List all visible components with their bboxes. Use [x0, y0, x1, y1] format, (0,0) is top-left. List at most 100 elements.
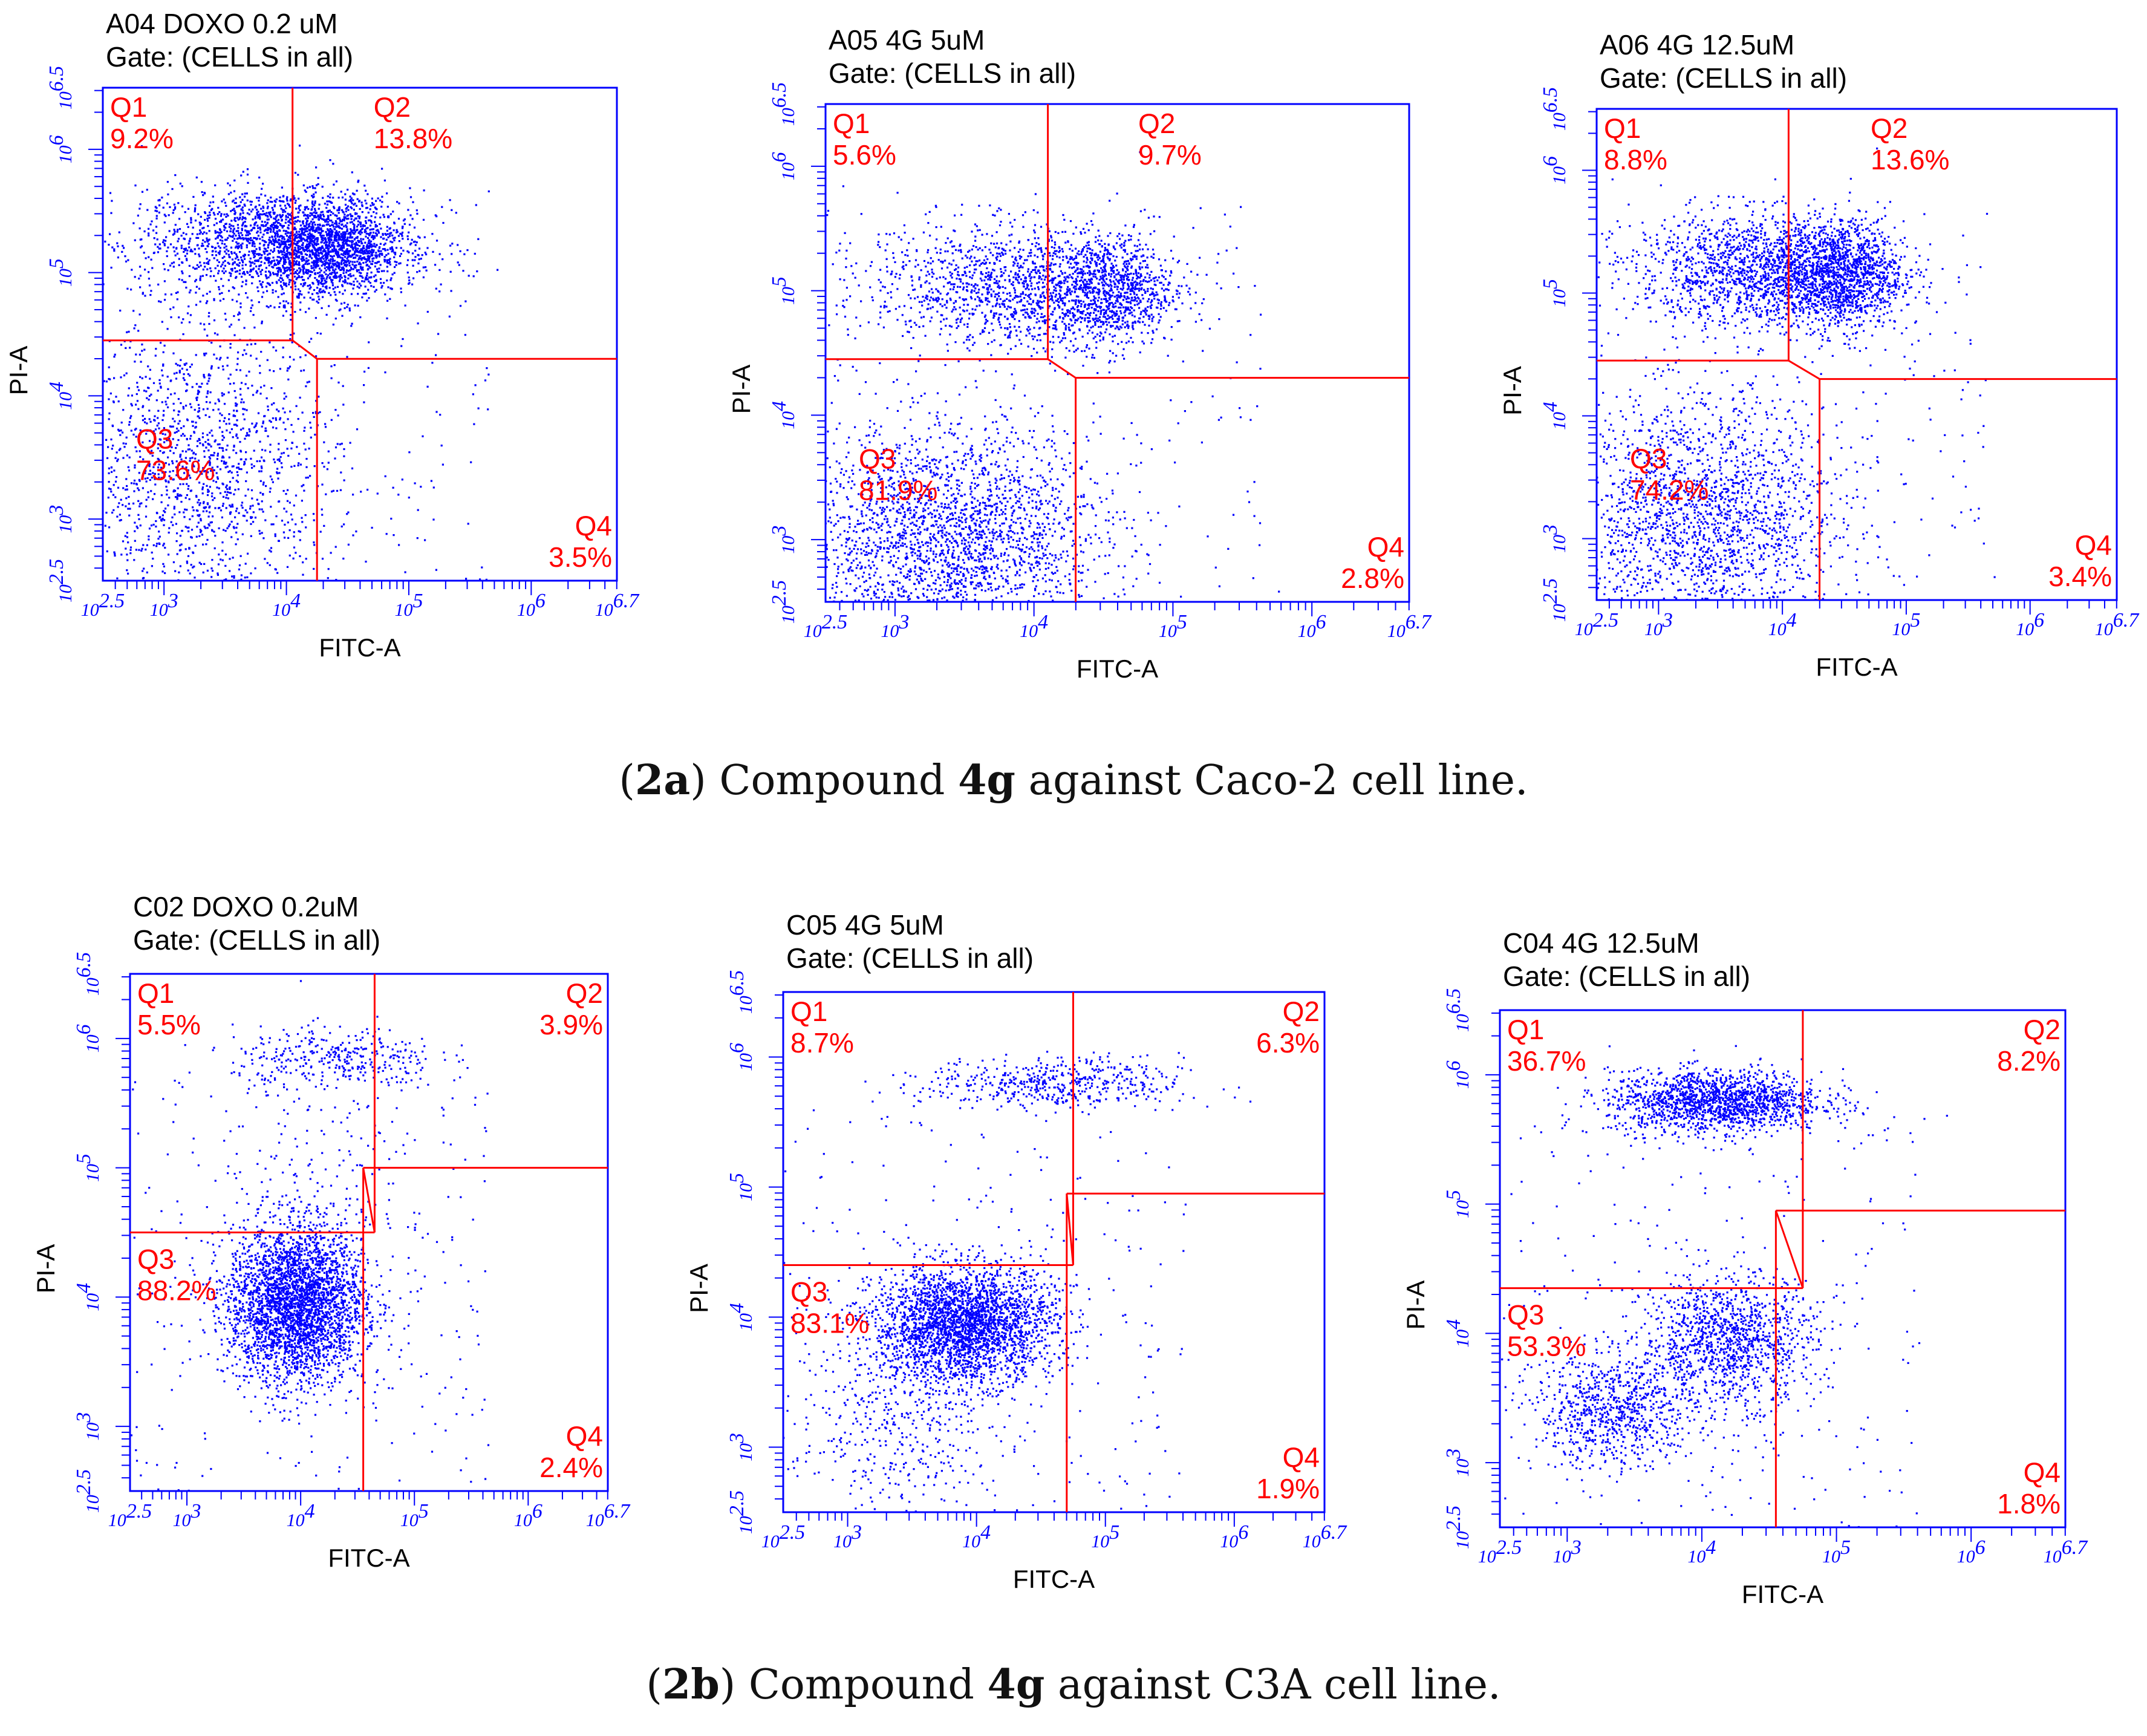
data-point — [259, 226, 261, 229]
data-point — [154, 243, 157, 246]
data-point — [270, 403, 273, 406]
data-point — [290, 256, 293, 259]
data-point — [278, 472, 281, 474]
data-point — [108, 366, 110, 368]
data-point — [256, 460, 258, 463]
data-point — [87, 525, 89, 527]
data-point — [230, 268, 232, 270]
data-point — [268, 241, 270, 244]
data-point — [271, 282, 274, 284]
data-point — [88, 442, 90, 444]
data-point — [169, 206, 171, 208]
data-point — [120, 519, 122, 521]
data-point — [214, 439, 217, 442]
data-point — [410, 242, 412, 244]
data-point — [246, 174, 249, 176]
data-point — [383, 179, 386, 181]
data-point — [337, 197, 340, 199]
data-point — [360, 267, 362, 270]
data-point — [338, 249, 340, 251]
data-point — [213, 547, 216, 550]
data-point — [186, 600, 188, 602]
data-point — [353, 281, 355, 283]
data-point — [221, 242, 223, 245]
data-point — [420, 258, 422, 260]
data-point — [309, 475, 311, 477]
data-point — [275, 234, 277, 237]
data-point — [241, 285, 243, 287]
data-point — [125, 505, 127, 507]
data-point — [182, 232, 184, 234]
data-point — [402, 238, 404, 240]
data-point — [190, 564, 192, 566]
data-point — [206, 251, 208, 253]
data-point — [224, 259, 226, 262]
data-point — [208, 312, 210, 314]
data-point — [350, 246, 352, 249]
data-point — [189, 289, 192, 292]
data-point — [235, 531, 238, 534]
data-point — [362, 276, 364, 279]
data-point — [337, 414, 339, 417]
data-point — [359, 250, 361, 252]
data-point — [276, 235, 279, 238]
data-point — [243, 258, 246, 260]
data-point — [304, 263, 307, 265]
data-point — [373, 275, 376, 278]
data-point — [256, 209, 258, 211]
data-point — [264, 427, 267, 429]
data-point — [378, 255, 381, 258]
x-tick-exponent: 5 — [412, 590, 423, 612]
data-point — [346, 222, 348, 224]
data-point — [228, 456, 230, 458]
data-point — [312, 267, 314, 269]
data-point — [127, 259, 129, 261]
data-point — [299, 356, 302, 359]
data-point — [144, 472, 146, 474]
data-point — [225, 449, 227, 451]
data-point — [194, 207, 197, 209]
data-point — [282, 422, 285, 424]
data-point — [244, 576, 246, 579]
data-point — [172, 647, 174, 648]
data-point — [358, 251, 360, 253]
data-point — [214, 218, 217, 220]
data-point — [269, 284, 272, 286]
data-point — [467, 523, 469, 525]
data-point — [459, 305, 462, 307]
data-point — [361, 211, 363, 214]
data-point — [213, 440, 216, 443]
data-point — [220, 509, 223, 512]
data-point — [963, 286, 965, 289]
data-point — [278, 222, 280, 224]
data-point — [464, 334, 466, 336]
data-point — [353, 229, 355, 232]
data-point — [440, 283, 442, 286]
data-point — [276, 275, 279, 277]
data-point — [345, 260, 347, 263]
data-point — [123, 374, 126, 377]
data-point — [318, 249, 320, 252]
data-point — [321, 238, 323, 241]
data-point — [337, 267, 340, 270]
data-point — [244, 237, 247, 240]
data-point — [246, 432, 249, 434]
data-point — [330, 365, 333, 368]
data-point — [224, 491, 226, 493]
data-point — [356, 270, 359, 273]
data-point — [220, 213, 223, 215]
data-point — [342, 231, 344, 233]
data-point — [241, 243, 244, 245]
data-point — [327, 239, 330, 241]
data-point — [198, 499, 200, 501]
data-point — [362, 623, 363, 625]
data-point — [336, 217, 339, 220]
data-point — [136, 595, 138, 597]
data-point — [167, 388, 169, 390]
data-point — [298, 276, 300, 278]
data-point — [116, 577, 119, 579]
data-point — [321, 218, 324, 220]
data-point — [280, 258, 282, 261]
data-point — [134, 184, 137, 187]
data-point — [393, 272, 396, 274]
